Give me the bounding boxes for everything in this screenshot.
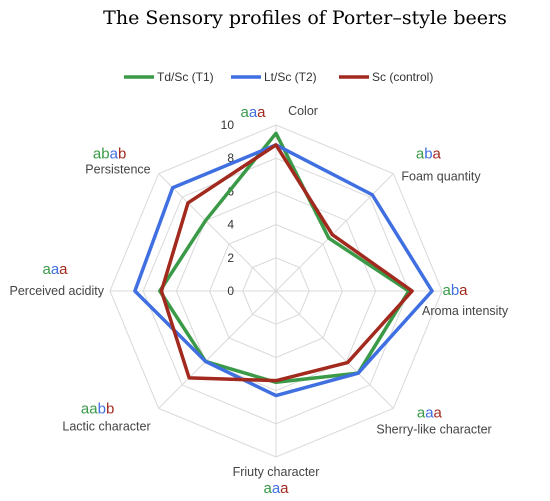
- tick-label: 2: [227, 251, 234, 265]
- legend-label: Sc (control): [372, 70, 433, 84]
- significance-letter: b: [451, 282, 459, 299]
- axis-label: Lactic character: [62, 419, 150, 433]
- significance-letter: a: [263, 480, 272, 497]
- axis-label: Foam quantity: [401, 170, 481, 184]
- significance-letter: a: [240, 104, 249, 121]
- axis-label: Color: [288, 104, 318, 118]
- significance-letters: aaa: [417, 404, 443, 421]
- significance-letter: a: [442, 282, 451, 299]
- axis-label: Persistence: [85, 163, 150, 177]
- axis-label: Friuty character: [233, 465, 320, 479]
- significance-letters: aaa: [240, 104, 266, 121]
- significance-letters: aaa: [42, 261, 68, 278]
- significance-letter: a: [280, 480, 289, 497]
- legend: Td/Sc (T1) Lt/Sc (T2) Sc (control): [124, 70, 433, 84]
- axis-label: Aroma intensity: [422, 304, 509, 318]
- tick-label: 10: [221, 118, 235, 132]
- significance-letter: a: [42, 261, 51, 278]
- significance-letters: aba: [442, 282, 468, 299]
- axis-label: Perceived acidity: [10, 284, 105, 298]
- significance-letter: a: [110, 146, 119, 163]
- significance-letter: b: [98, 400, 106, 417]
- series-line: [159, 143, 414, 383]
- significance-letter: a: [272, 480, 281, 497]
- significance-letter: b: [118, 146, 126, 163]
- tick-label: 4: [227, 218, 234, 232]
- significance-letter: a: [433, 146, 442, 163]
- significance-letter: a: [459, 282, 468, 299]
- axis-spoke: [275, 290, 394, 409]
- tick-label: 8: [227, 151, 234, 165]
- significance-letter: a: [257, 104, 266, 121]
- significance-letter: a: [89, 400, 98, 417]
- series-layer: [133, 131, 434, 398]
- significance-letter: a: [425, 404, 434, 421]
- significance-letters: abab: [93, 146, 126, 163]
- significance-letter: a: [434, 404, 443, 421]
- series-line: [133, 143, 434, 398]
- tick-label: 0: [227, 284, 234, 298]
- axis-spoke: [158, 290, 277, 409]
- radar-grid: [109, 124, 443, 458]
- significance-letter: a: [416, 146, 425, 163]
- axis-labels: Color Foam quantity Aroma intensity Sherry-…: [10, 104, 509, 479]
- axis-spoke: [158, 173, 277, 292]
- chart-title: The Sensory profiles of Porter–style bee…: [103, 7, 507, 29]
- legend-label: Td/Sc (T1): [157, 70, 214, 84]
- significance-letter: a: [59, 261, 68, 278]
- significance-letters: aaa: [263, 480, 289, 497]
- significance-letter: a: [93, 146, 102, 163]
- significance-letter: a: [249, 104, 258, 121]
- significance-letter: a: [51, 261, 60, 278]
- series-line: [158, 131, 411, 385]
- significance-letter: a: [81, 400, 90, 417]
- significance-letter: a: [417, 404, 426, 421]
- axis-spoke: [275, 173, 394, 292]
- significance-letter: b: [101, 146, 109, 163]
- significance-letter: b: [106, 400, 114, 417]
- significance-letter: b: [424, 146, 432, 163]
- significance-letters: aabb: [81, 400, 114, 417]
- axis-label: Sherry-like character: [376, 422, 491, 436]
- significance-letters: aba: [416, 146, 442, 163]
- legend-label: Lt/Sc (T2): [264, 70, 317, 84]
